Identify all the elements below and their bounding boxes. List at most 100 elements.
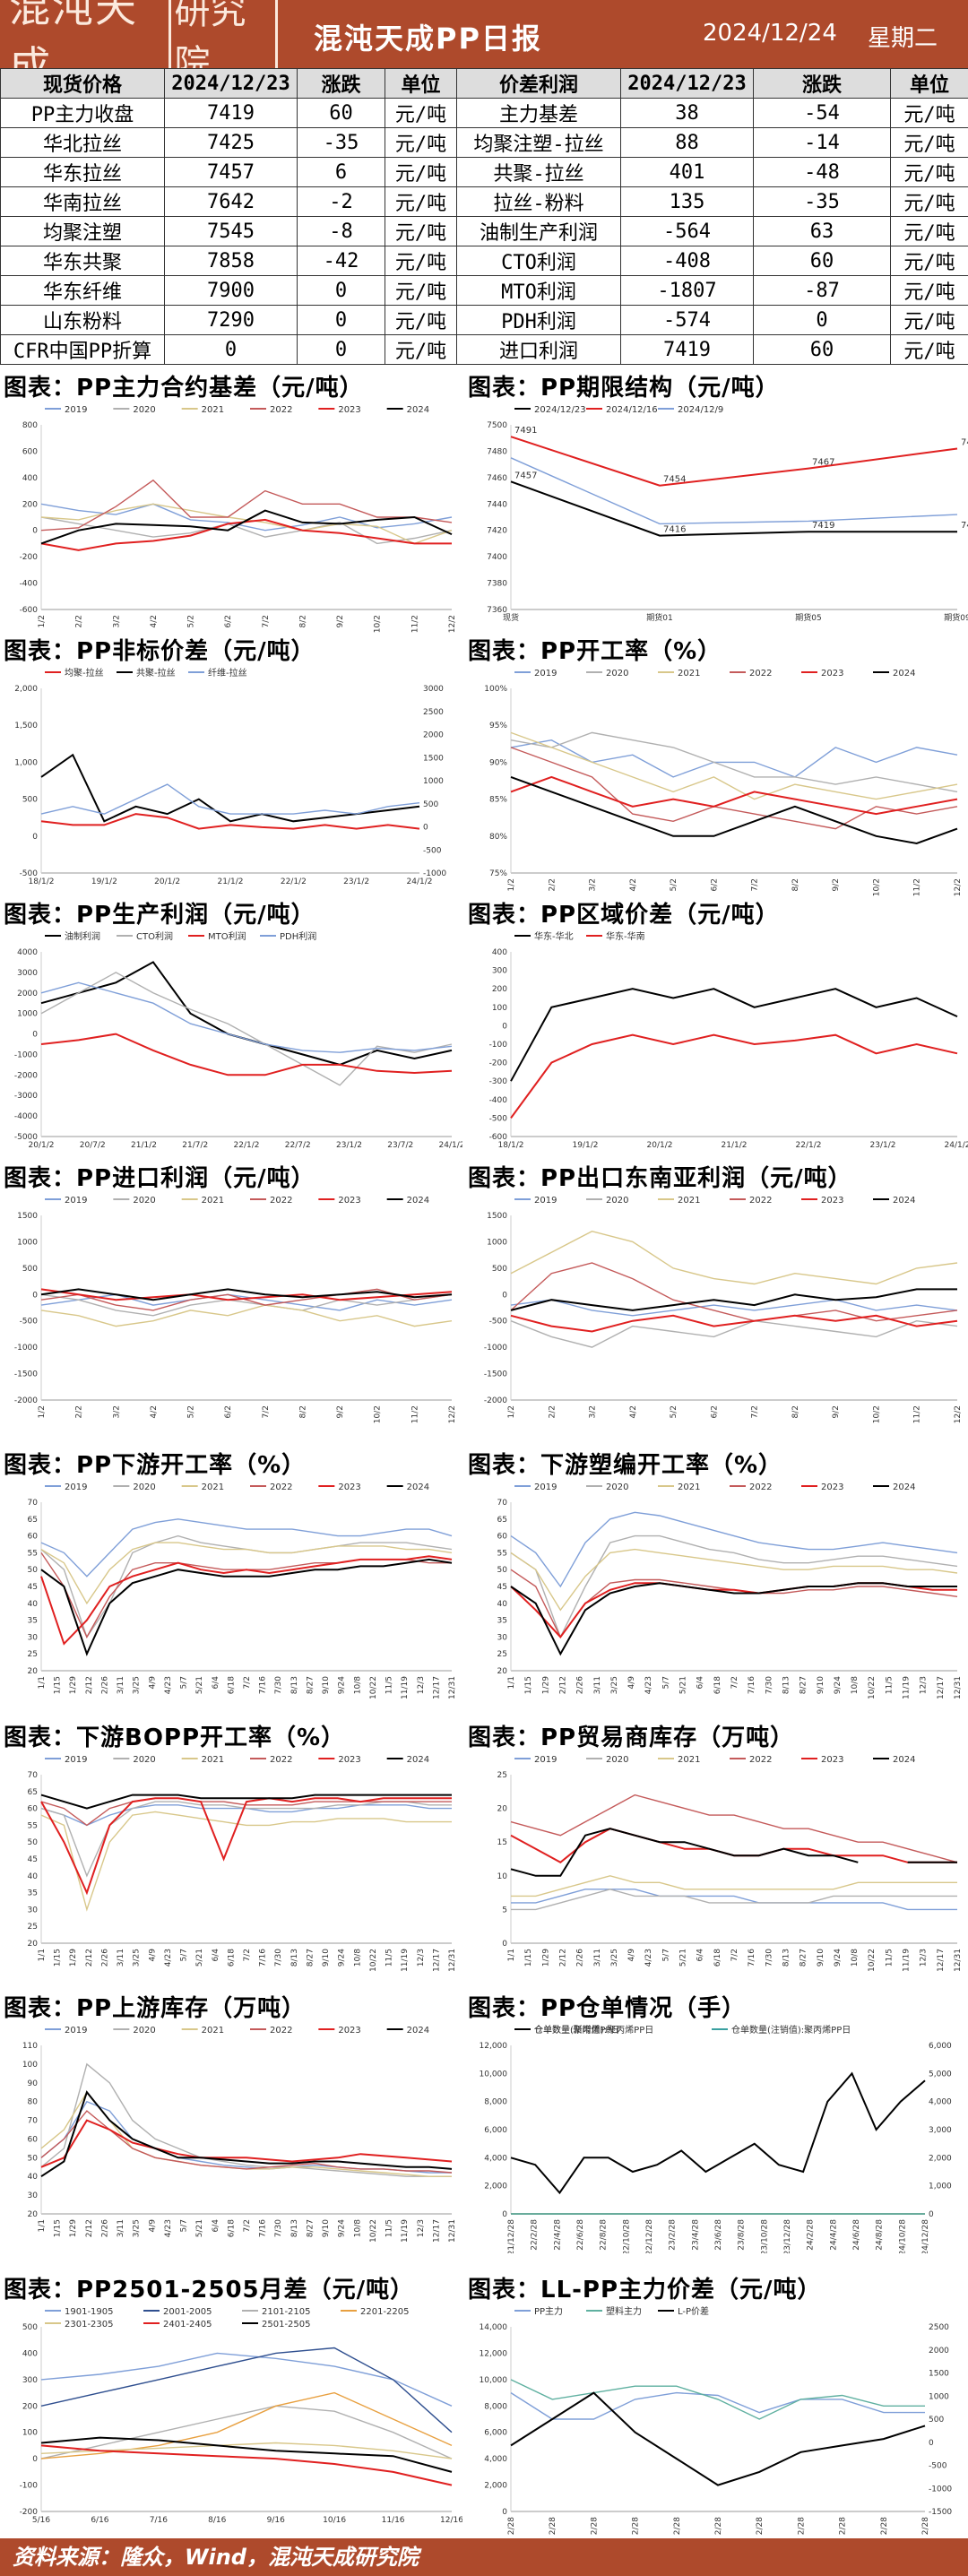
legend-label: 2201-2205: [360, 2307, 410, 2317]
series-line-1: [40, 1534, 453, 1638]
x-tick-label: 6/18: [227, 2219, 236, 2237]
x-tick-label: 6/18: [713, 1676, 722, 1694]
y-tick-label: 20: [28, 1667, 39, 1676]
y-tick-label: 0: [32, 833, 38, 842]
legend-label: PDH利润: [280, 930, 316, 942]
legend-label: 2024/12/23: [534, 405, 586, 415]
legend-label: 纤维-拉丝: [208, 667, 247, 679]
data-label: 7457: [514, 471, 537, 480]
y2-tick-label: 4,000: [929, 2098, 952, 2107]
price-table-cell: 7290: [164, 305, 298, 335]
y-tick-label: 1500: [17, 1212, 38, 1221]
price-table-header-cell: 涨跌: [753, 68, 891, 99]
data-label: 7482: [961, 437, 968, 447]
y-tick-label: 75%: [489, 869, 507, 878]
y2-tick-label: -1000: [929, 2485, 952, 2494]
legend-item: 2020: [586, 669, 628, 679]
legend-item: 2024: [873, 1196, 915, 1206]
chart-c2: 2024/12/23 2024/12/16 2024/12/9 7500 7480 746…: [470, 398, 968, 633]
legend-item: 2020: [113, 405, 156, 415]
x-tick-label: 7/16: [150, 2516, 168, 2525]
x-tick-label: 2/12: [85, 1676, 94, 1694]
y-tick-label: 500: [22, 796, 38, 805]
legend-item: 2019: [514, 1482, 557, 1492]
legend-item: 2020: [113, 2026, 156, 2036]
x-tick-label: 9/24: [834, 1949, 843, 1967]
x-tick-label: 8/2: [791, 878, 800, 891]
x-tick-label: 期货01: [646, 612, 672, 623]
y-tick-label: 60: [28, 1533, 39, 1542]
series-line-0: [511, 1889, 957, 1911]
series-line-5: [510, 1828, 957, 1877]
series-line-5: [40, 2444, 453, 2486]
price-table-cell: 0: [753, 305, 891, 335]
x-tick-label: 24/12/28: [921, 2219, 930, 2253]
x-tick-label: 22/6/28: [576, 2219, 585, 2251]
price-table-row: 山东粉料 7290 0 元/吨 PDH利润 -574 0 元/吨: [0, 305, 968, 335]
x-tick-label: 19/2/28: [714, 2517, 723, 2535]
y-tick-label: 30: [28, 1633, 39, 1642]
x-tick-label: 6/4: [696, 1949, 705, 1962]
legend-item: 2021: [181, 1196, 224, 1206]
legend-label: 2020: [133, 1755, 155, 1765]
series-line-5: [510, 775, 958, 845]
x-tick-label: 7/30: [274, 1949, 283, 1967]
x-tick-label: 12/17: [432, 1676, 441, 1699]
legend-label: 2024/12/9: [678, 405, 723, 415]
x-tick-label: 7/16: [259, 1676, 268, 1694]
data-label: 7467: [812, 458, 834, 468]
y-tick-label: 7380: [487, 580, 507, 589]
series-line-3: [40, 2110, 453, 2174]
price-table-row: PP主力收盘 7419 60 元/吨 主力基差 38 -54 元/吨: [0, 98, 968, 128]
y-tick-label: -500: [20, 869, 39, 878]
legend-label: 2021: [202, 1196, 224, 1206]
x-tick-label: 11/2: [913, 1405, 922, 1423]
x-tick-label: 7/30: [765, 1676, 774, 1694]
legend-item: 2019: [514, 1755, 557, 1765]
y2-tick-label: 3,000: [929, 2126, 952, 2135]
chart-svg: 2019 2020 2021 2022 2023 2024 70 65 60 55 50 45 40 35…: [497, 1482, 963, 1699]
legend-label: 2023: [338, 2026, 360, 2036]
x-tick-label: 期货05: [795, 612, 821, 623]
series-line-3: [510, 1794, 958, 1863]
legend-item: 2021: [181, 405, 224, 415]
x-tick-label: 7/16: [259, 2219, 268, 2237]
legend-label: 2023: [821, 1196, 843, 1206]
price-table-cell: 华东共聚: [0, 246, 165, 276]
x-tick-label: 7/16: [259, 1949, 268, 1967]
y-tick-label: 400: [22, 474, 38, 483]
y2-tick-label: -500: [929, 2462, 947, 2471]
y-tick-label: 55: [28, 1821, 38, 1830]
legend-label: 2019: [534, 1482, 557, 1492]
brand-logo: 混沌天成 研究院: [9, 0, 278, 91]
y-tick-label: 500: [22, 1265, 38, 1274]
x-tick-label: 9/10: [817, 1949, 825, 1967]
legend-label: 2501-2505: [262, 2320, 311, 2330]
legend-item: 2021: [658, 1482, 700, 1492]
series-line-1: [510, 731, 958, 793]
legend-label: 2024: [893, 1482, 915, 1492]
x-tick-label: 11/2: [411, 1405, 419, 1423]
y-tick-label: 50: [28, 1566, 39, 1575]
series-line-0: [510, 739, 958, 778]
price-table-cell: MTO利润: [456, 275, 621, 306]
x-tick-label: 23/1/2: [343, 877, 369, 886]
x-tick-label: 5/2: [670, 878, 678, 891]
y-tick-label: 60: [28, 2135, 39, 2144]
series-line-5: [510, 1288, 957, 1311]
series-line-2: [510, 457, 958, 525]
legend-label: 2023: [338, 1196, 360, 1206]
y-tick-label: -1000: [14, 1344, 38, 1353]
legend-label: 2023: [821, 669, 843, 679]
y2-tick-label: 6,000: [929, 2042, 952, 2051]
x-tick-label: 11/2: [411, 615, 419, 633]
x-tick-label: 18/2/28: [673, 2517, 682, 2535]
x-tick-label: 2/2: [75, 615, 84, 627]
y-tick-label: 55: [497, 1549, 507, 1558]
price-table-cell: 主力基差: [456, 98, 621, 128]
price-table-cell: -48: [753, 157, 891, 187]
y-tick-label: 55: [28, 1549, 38, 1558]
x-tick-label: 期货09: [944, 612, 968, 623]
legend-label: 2024: [407, 1755, 429, 1765]
chart-svg: 仓单数量(新增值):聚丙烯PP日 仓单数量(注销值):聚丙烯PP日 仓单数量:聚丙烯…: [480, 2024, 953, 2253]
